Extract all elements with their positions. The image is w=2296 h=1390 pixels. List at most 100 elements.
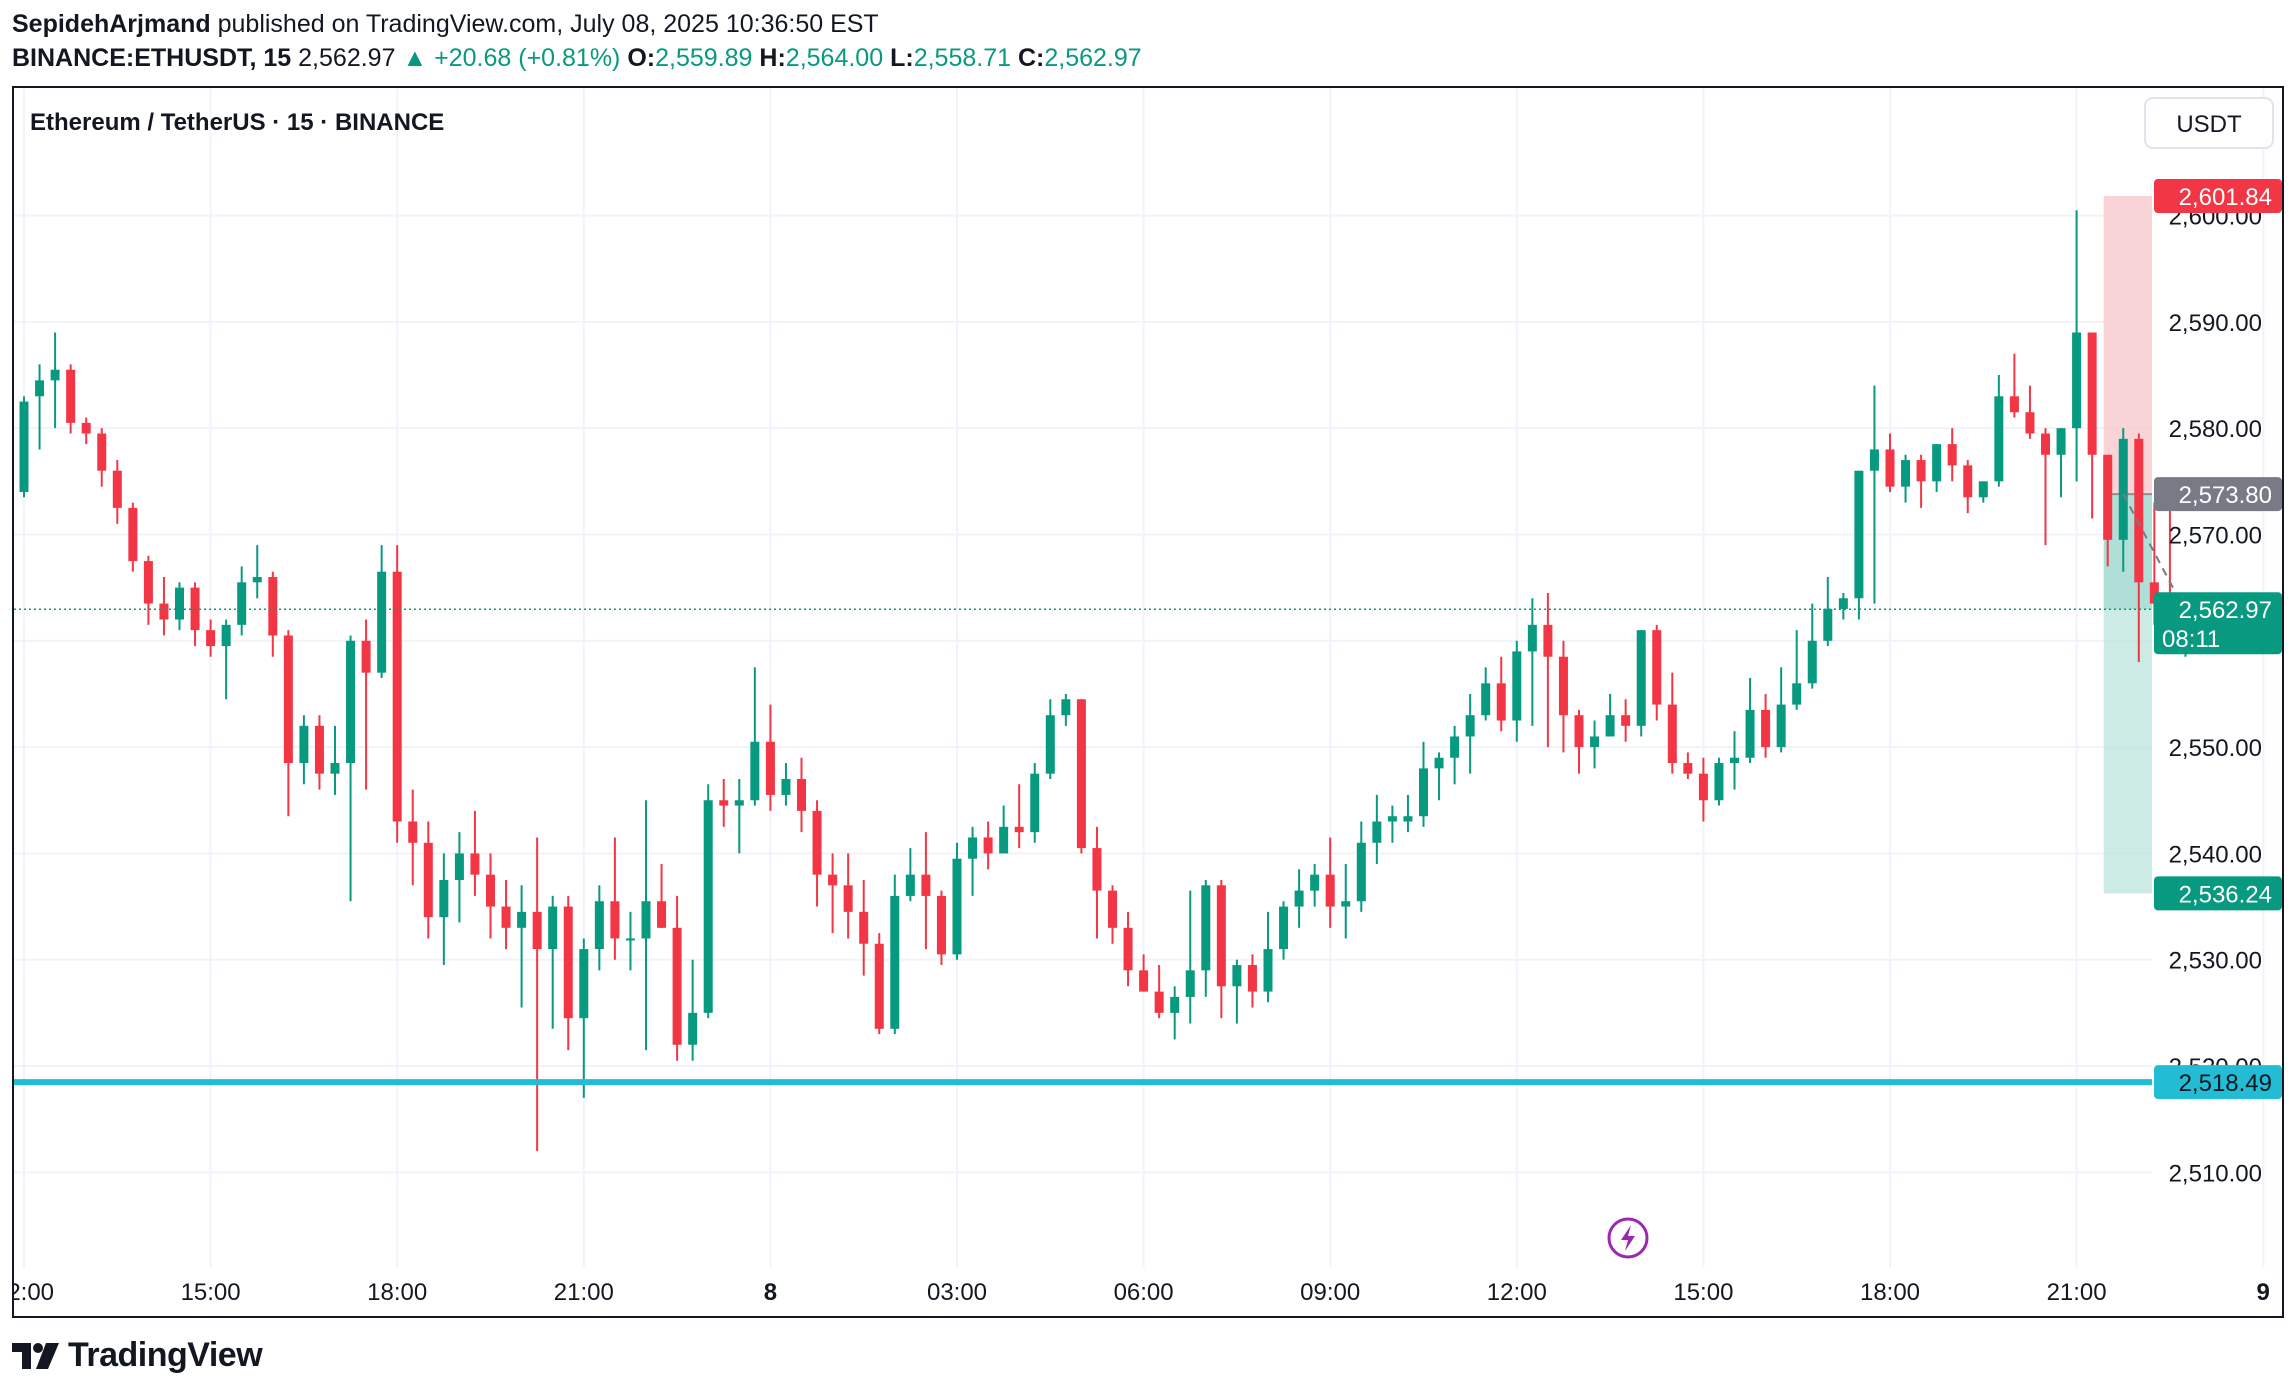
chart-canvas[interactable]: Ethereum / TetherUS · 15 · BINANCE USDT … bbox=[14, 88, 2282, 1316]
candle-up bbox=[175, 587, 184, 620]
currency-label[interactable]: USDT bbox=[2176, 111, 2242, 138]
candle-up bbox=[35, 380, 45, 397]
candle-down bbox=[610, 901, 620, 939]
candle-down bbox=[1543, 624, 1553, 657]
candle-down bbox=[408, 821, 418, 843]
time-axis: 12:00 15:00 18:00 21:00 8 03:00 06:00 09:00 12:0… bbox=[14, 1267, 2282, 1306]
x-tick-label: 15:00 bbox=[181, 1279, 241, 1306]
candle-up bbox=[1994, 396, 2004, 482]
lightning-icon[interactable] bbox=[1607, 1217, 1649, 1259]
candle-down bbox=[283, 635, 293, 764]
candle-up bbox=[641, 901, 651, 939]
candle-up bbox=[625, 938, 635, 941]
candle-up bbox=[594, 901, 604, 950]
high-label: H: bbox=[759, 44, 786, 72]
last-price-label: 2,562.97 bbox=[2179, 597, 2272, 624]
y-tick-label: 2,590.00 bbox=[2169, 310, 2262, 337]
publish-line: SepidehArjmand published on TradingView.… bbox=[12, 10, 879, 39]
candle-up bbox=[1201, 885, 1211, 971]
candle-up bbox=[1030, 773, 1040, 833]
x-tick-label: 15:00 bbox=[1673, 1279, 1733, 1306]
candle-down bbox=[843, 885, 853, 912]
candle-down bbox=[797, 778, 806, 811]
candle-down bbox=[1574, 715, 1584, 748]
close-label: C: bbox=[1017, 44, 1045, 72]
candle-down bbox=[1652, 630, 1662, 705]
footer-brand[interactable]: TradingView bbox=[12, 1336, 263, 1375]
candle-up bbox=[968, 837, 978, 859]
candle-up bbox=[1854, 470, 1864, 599]
lightning-icon-ring[interactable] bbox=[1607, 1217, 1649, 1259]
candle-up bbox=[1932, 444, 1942, 482]
candle-up bbox=[952, 858, 962, 955]
y-tick-label: 2,530.00 bbox=[2169, 948, 2262, 975]
candle-down bbox=[1558, 656, 1568, 716]
stop-price-label-bg bbox=[2154, 179, 2282, 214]
target-price-label-bg bbox=[2154, 876, 2282, 911]
candle-down bbox=[1761, 709, 1771, 748]
candle-up bbox=[330, 763, 340, 774]
candle-down bbox=[314, 725, 324, 774]
candle-down bbox=[812, 810, 822, 875]
long-position-tool bbox=[2103, 196, 2152, 894]
candle-down bbox=[1698, 773, 1708, 801]
candle-down bbox=[672, 927, 682, 1045]
x-tick-label: 18:00 bbox=[1860, 1279, 1920, 1306]
x-tick-label: 06:00 bbox=[1114, 1279, 1174, 1306]
lightning-icon-bolt[interactable] bbox=[1621, 1225, 1635, 1251]
symbol-label: BINANCE:ETHUSDT, 15 bbox=[12, 44, 292, 72]
candle-down bbox=[1139, 970, 1149, 992]
candle-up bbox=[1419, 768, 1428, 817]
candle-down bbox=[1496, 683, 1506, 721]
candle-up bbox=[2118, 438, 2128, 540]
candle-up bbox=[1776, 704, 1786, 748]
candle-down bbox=[423, 842, 433, 918]
tradingview-logo-icon bbox=[12, 1342, 59, 1369]
candle-up bbox=[1403, 816, 1413, 822]
chart-frame[interactable]: Ethereum / TetherUS · 15 · BINANCE USDT … bbox=[12, 86, 2284, 1318]
candle-up bbox=[1792, 683, 1802, 705]
currency-button[interactable]: USDT bbox=[2144, 97, 2274, 149]
candle-up bbox=[750, 741, 760, 801]
published-text: published on TradingView.com, July 08, 2… bbox=[217, 10, 879, 38]
author-name[interactable]: SepidehArjmand bbox=[12, 10, 211, 38]
overlay-layer bbox=[14, 493, 2187, 1086]
candle-up bbox=[1465, 715, 1475, 737]
close-value: 2,562.97 bbox=[1044, 44, 1142, 72]
candle-down bbox=[1916, 460, 1926, 482]
high-value: 2,564.00 bbox=[785, 44, 884, 72]
candle-up bbox=[1341, 901, 1351, 907]
candle-down bbox=[2103, 454, 2113, 540]
candle-down bbox=[921, 874, 931, 896]
candle-up bbox=[781, 778, 791, 795]
candle-up bbox=[19, 401, 29, 492]
currency-button-bg[interactable] bbox=[2144, 97, 2274, 149]
candle-up bbox=[1901, 460, 1911, 487]
candle-up bbox=[517, 911, 527, 928]
last-price-text: 2,562.97 bbox=[298, 44, 396, 72]
candle-down bbox=[719, 800, 729, 806]
candle-up bbox=[1061, 699, 1071, 716]
target-price-label: 2,536.24 bbox=[2179, 881, 2272, 908]
tradingview-wordmark: TradingView bbox=[68, 1336, 263, 1374]
candle-down bbox=[2149, 582, 2159, 604]
low-value: 2,558.71 bbox=[913, 44, 1012, 72]
candle-up bbox=[999, 826, 1009, 854]
candle-down bbox=[2134, 438, 2144, 583]
candle-down bbox=[2041, 433, 2050, 455]
stop-price-label: 2,601.84 bbox=[2179, 184, 2272, 211]
up-triangle-icon: ▲ bbox=[402, 44, 428, 72]
candle-up bbox=[1310, 874, 1320, 891]
candle-up bbox=[1294, 890, 1304, 907]
x-tick-label: 12:00 bbox=[14, 1279, 54, 1306]
x-tick-label: 21:00 bbox=[2047, 1279, 2107, 1306]
candle-up bbox=[1869, 449, 1879, 471]
candle-down bbox=[983, 837, 993, 854]
candle-down bbox=[1963, 465, 1973, 498]
candle-down bbox=[1154, 991, 1164, 1013]
candle-down bbox=[470, 853, 480, 875]
candle-up bbox=[1527, 624, 1537, 652]
candle-down bbox=[268, 577, 278, 636]
candle-up bbox=[50, 369, 60, 381]
candle-up bbox=[1807, 640, 1817, 684]
